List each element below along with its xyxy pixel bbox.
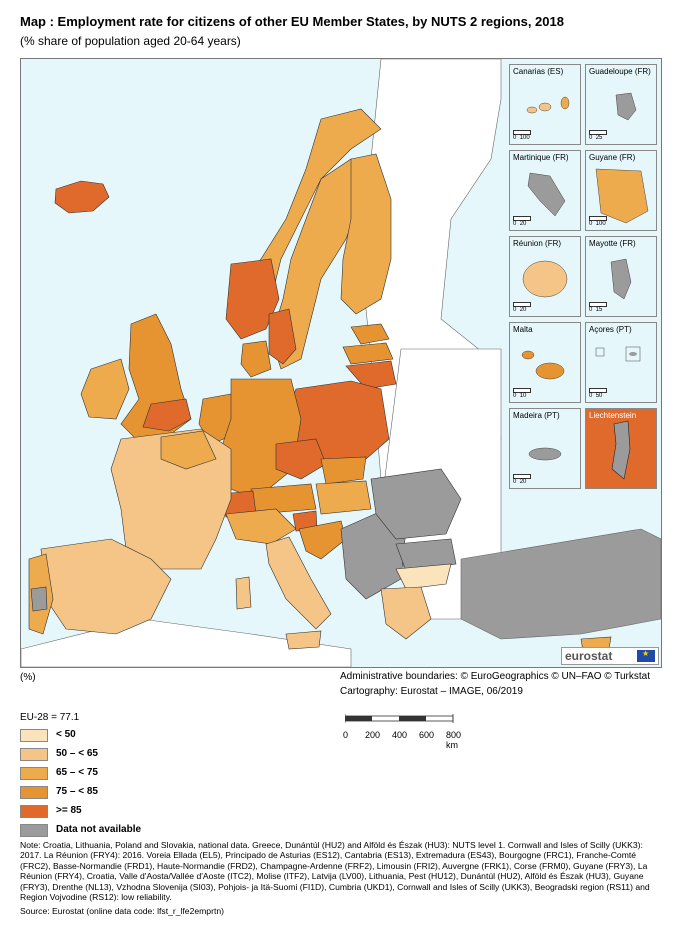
inset-label: Malta [513,325,533,334]
portugal-centre [30,586,48,612]
eu28-average: EU-28 = 77.1 [20,712,80,723]
legend-swatch [20,824,48,837]
finland-region [340,153,392,315]
legend-label: 75 – < 85 [56,786,98,797]
inset-label: Réunion (FR) [513,239,562,248]
legend-swatch [20,805,48,818]
legend-label: >= 85 [56,805,82,816]
map-subtitle: (% share of population aged 20-64 years) [20,34,241,48]
inset-liechtenstein: Liechtenstein [585,408,657,489]
uk-london [142,398,192,432]
legend-label: Data not available [56,824,142,835]
legend-label: 50 – < 65 [56,748,98,759]
greece-south [380,586,432,640]
inset-martinique: Martinique (FR) 0 20 [509,150,581,231]
inset-scale: 0 10 [513,388,531,399]
scale-tick: 200 [365,730,381,740]
bulgaria-region [395,538,457,572]
inset-acores: Açores (PT) 0 50 [585,322,657,403]
inset-label: Açores (PT) [589,325,632,334]
inset-guadeloupe: Guadeloupe (FR) 0 25 [585,64,657,145]
inset-scale: 0 100 [589,216,607,227]
austria-region [250,483,317,515]
inset-label: Liechtenstein [589,411,637,420]
scale-tick: 800 km [446,730,462,750]
inset-label: Guadeloupe (FR) [589,67,651,76]
footnote: Note: Croatia, Lithuania, Poland and Slo… [20,840,650,903]
inset-label: Mayotte (FR) [589,239,636,248]
norway-south [225,258,280,340]
germany-region [220,378,302,500]
latvia-region [342,342,394,365]
europe-map [21,59,661,667]
scale-tick: 0 [343,730,349,740]
inset-scale: 0 100 [513,130,531,141]
eurostat-logo: eurostat [561,647,659,665]
inset-scale: 0 50 [589,388,607,399]
denmark-region [240,340,272,378]
italy-south [265,536,332,630]
logo-text: eurostat [565,649,613,663]
france-north [160,430,217,470]
greece-north [395,563,452,590]
inset-label: Guyane (FR) [589,153,636,162]
inset-label: Martinique (FR) [513,153,569,162]
spain-region [40,538,172,635]
inset-scale: 0 20 [513,216,531,227]
legend-swatch [20,748,48,761]
estonia-region [350,323,390,345]
legend-swatch [20,729,48,742]
italy-north [225,508,297,545]
map-title: Map : Employment rate for citizens of ot… [20,14,564,29]
inset-label: Canarias (ES) [513,67,564,76]
inset-scale: 0 25 [589,130,607,141]
inset-malta: Malta 0 10 [509,322,581,403]
eu-flag-icon [637,649,655,662]
scale-tick: 600 [419,730,435,740]
ireland-region [80,358,130,420]
czech-region [275,438,327,480]
inset-mayotte: Mayotte (FR) 0 15 [585,236,657,317]
scale-bar: 0 200 400 600 800 km [343,714,465,754]
turkey-land [460,528,661,640]
sicily-region [285,630,322,650]
legend-swatch [20,767,48,780]
map-frame: Canarias (ES) 0 100 Guadeloupe (FR) 0 25… [20,58,662,668]
inset-scale: 0 20 [513,302,531,313]
scale-tick: 400 [392,730,408,740]
hungary-region [315,480,372,515]
sweden-south [268,308,297,365]
source-line: Source: Eurostat (online data code: lfst… [20,906,224,916]
slovakia-region [320,456,367,485]
legend-label: < 50 [56,729,76,740]
iceland-region [54,180,110,214]
legend-label: 65 – < 75 [56,767,98,778]
inset-madeira: Madeira (PT) 0 20 [509,408,581,489]
inset-reunion: Réunion (FR) 0 20 [509,236,581,317]
croatia-region [298,520,347,560]
inset-guyane: Guyane (FR) 0 100 [585,150,657,231]
sardinia-region [235,576,252,610]
unit-label: (%) [20,672,36,683]
inset-label: Madeira (PT) [513,411,560,420]
cartography-credit: Cartography: Eurostat – IMAGE, 06/2019 [340,686,523,697]
inset-canarias: Canarias (ES) 0 100 [509,64,581,145]
romania-region [370,468,462,540]
legend-swatch [20,786,48,799]
admin-boundaries: Administrative boundaries: © EuroGeograp… [340,671,651,682]
inset-scale: 0 15 [589,302,607,313]
inset-scale: 0 20 [513,474,531,485]
lithuania-region [345,360,397,390]
